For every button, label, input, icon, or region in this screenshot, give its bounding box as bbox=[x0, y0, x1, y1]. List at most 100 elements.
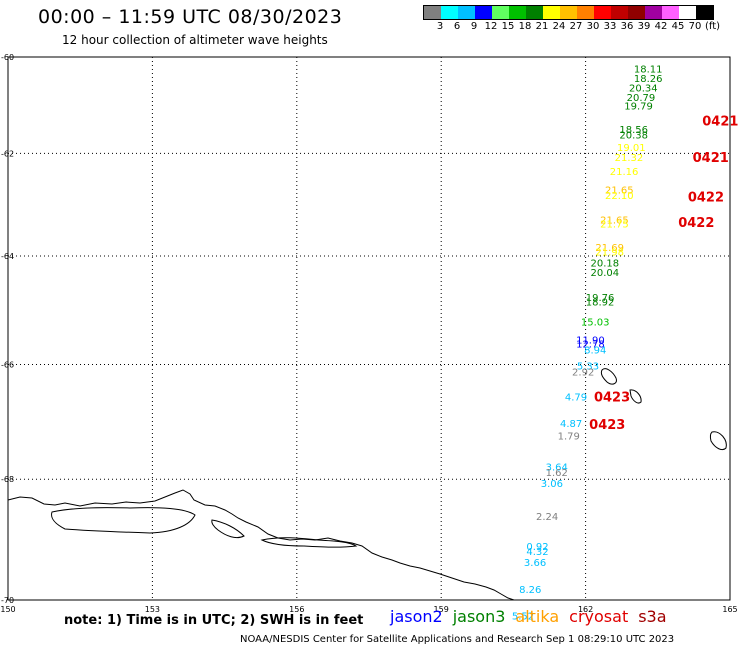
wave-height-label: 18.11 bbox=[634, 65, 663, 76]
wave-height-label: 18.56 bbox=[619, 125, 648, 136]
color-swatch bbox=[628, 6, 645, 19]
wave-height-label: 15.03 bbox=[581, 317, 610, 328]
wave-height-label: 4.87 bbox=[560, 419, 582, 430]
wave-height-label: 0.92 bbox=[526, 542, 548, 553]
color-scale-label: 21 bbox=[535, 21, 549, 32]
wave-height-label: 21.65 bbox=[600, 215, 629, 226]
chart-title: 00:00 – 11:59 UTC 08/30/2023 bbox=[38, 6, 343, 28]
legend-item-jason2: jason2 bbox=[390, 607, 443, 626]
wave-height-label: 2.92 bbox=[572, 367, 594, 378]
color-scale-label: 30 bbox=[586, 21, 600, 32]
lon-tick-label: 156 bbox=[289, 605, 304, 614]
color-scale-label: 9 bbox=[470, 21, 478, 32]
wave-height-label: 4.79 bbox=[565, 393, 587, 404]
color-scale-label: 27 bbox=[569, 21, 583, 32]
wave-height-label: 12.78 bbox=[576, 339, 605, 350]
color-swatch bbox=[577, 6, 594, 19]
color-swatch bbox=[611, 6, 628, 19]
color-swatch bbox=[424, 6, 441, 19]
wave-height-label: 21.65 bbox=[605, 186, 634, 197]
wave-height-label: 5.33 bbox=[577, 362, 599, 373]
pass-time-label: 0421 bbox=[693, 151, 729, 166]
color-scale-label: 39 bbox=[637, 21, 651, 32]
color-scale-label: 70 bbox=[688, 21, 702, 32]
color-scale-label: 42 bbox=[654, 21, 668, 32]
color-scale-label: 36 bbox=[620, 21, 634, 32]
color-scale-label: 6 bbox=[453, 21, 461, 32]
wave-height-label: 3.66 bbox=[524, 558, 546, 569]
color-swatch bbox=[458, 6, 475, 19]
lon-tick-label: 153 bbox=[145, 605, 160, 614]
color-swatch bbox=[441, 6, 458, 19]
color-scale-labels: 3 6 9 12 15 18 21 24 27 30 33 36 39 42 45 70 bbox=[423, 21, 740, 33]
footnote: note: 1) Time is in UTC; 2) SWH is in fe… bbox=[64, 613, 364, 628]
lat-tick-label: -62 bbox=[1, 149, 14, 158]
color-swatch bbox=[696, 6, 713, 19]
lon-tick-label: 165 bbox=[722, 605, 737, 614]
wave-height-label: 4.32 bbox=[526, 547, 548, 558]
color-scale-label: 45 bbox=[671, 21, 685, 32]
legend-item-cryosat: cryosat bbox=[569, 607, 629, 626]
pass-time-label: 0423 bbox=[589, 418, 625, 433]
lat-tick-label: -68 bbox=[1, 475, 14, 484]
wave-height-label: 5.52 bbox=[512, 612, 534, 623]
pass-time-label: 0422 bbox=[688, 190, 724, 205]
island-outline bbox=[260, 537, 358, 548]
wave-height-label: 3.64 bbox=[546, 462, 568, 473]
pass-labels: 0421 0421 0422 0422 0423 0423 bbox=[589, 114, 738, 433]
color-scale-label: 24 bbox=[552, 21, 566, 32]
color-swatch bbox=[526, 6, 543, 19]
wave-height-label: 21.75 bbox=[600, 220, 629, 231]
wave-height-label: 19.01 bbox=[617, 143, 646, 154]
pass-time-label: 0422 bbox=[678, 216, 714, 231]
wave-height-label: 20.18 bbox=[591, 258, 620, 269]
wave-height-label: 1.62 bbox=[546, 468, 568, 479]
color-swatch bbox=[475, 6, 492, 19]
wave-height-label: 21.16 bbox=[610, 167, 639, 178]
wave-height-label: 19.79 bbox=[624, 101, 653, 112]
island-outline bbox=[211, 519, 245, 539]
credit-line: NOAA/NESDIS Center for Satellite Applica… bbox=[240, 634, 675, 645]
color-swatch bbox=[560, 6, 577, 19]
wave-height-label: 20.34 bbox=[629, 84, 658, 95]
color-swatch bbox=[543, 6, 560, 19]
island-outline bbox=[629, 389, 642, 404]
wave-height-label: 19.76 bbox=[586, 293, 615, 304]
color-scale-unit: (ft) bbox=[705, 21, 721, 32]
color-swatch bbox=[509, 6, 526, 19]
wave-height-label: 20.04 bbox=[591, 268, 620, 279]
wave-height-label: 20.38 bbox=[619, 131, 648, 142]
wave-height-label: 8.26 bbox=[519, 585, 541, 596]
island-outline bbox=[600, 368, 617, 385]
color-scale-label: 18 bbox=[518, 21, 532, 32]
color-scale-label: 33 bbox=[603, 21, 617, 32]
lat-tick-label: -66 bbox=[1, 361, 14, 370]
legend-item-altika: altika bbox=[515, 607, 560, 626]
legend-item-s3a: s3a bbox=[638, 607, 667, 626]
color-swatch bbox=[492, 6, 509, 19]
map-grid bbox=[7, 56, 731, 601]
wave-height-label: 3.06 bbox=[541, 479, 563, 490]
color-swatch bbox=[645, 6, 662, 19]
ice-shelf-outline bbox=[51, 507, 196, 534]
wave-height-label: 8.94 bbox=[584, 346, 606, 357]
pass-time-label: 0421 bbox=[702, 114, 738, 129]
lon-tick-label: 159 bbox=[434, 605, 449, 614]
color-swatch bbox=[679, 6, 696, 19]
island-outline bbox=[709, 431, 727, 451]
color-swatch bbox=[594, 6, 611, 19]
color-scale-label: 12 bbox=[484, 21, 498, 32]
legend-item-jason3: jason3 bbox=[452, 607, 506, 626]
lat-tick-label: -64 bbox=[1, 252, 14, 261]
wave-height-label: 21.69 bbox=[595, 243, 624, 254]
color-scale-bar bbox=[423, 5, 714, 20]
wave-height-label: 18.92 bbox=[586, 297, 615, 308]
wave-height-label: 20.79 bbox=[627, 93, 656, 104]
pass-time-label: 0423 bbox=[594, 391, 630, 406]
coastline bbox=[7, 368, 727, 601]
lon-tick-label: 162 bbox=[578, 605, 593, 614]
wave-height-label: 21.32 bbox=[615, 153, 644, 164]
chart-subtitle: 12 hour collection of altimeter wave hei… bbox=[62, 33, 328, 47]
